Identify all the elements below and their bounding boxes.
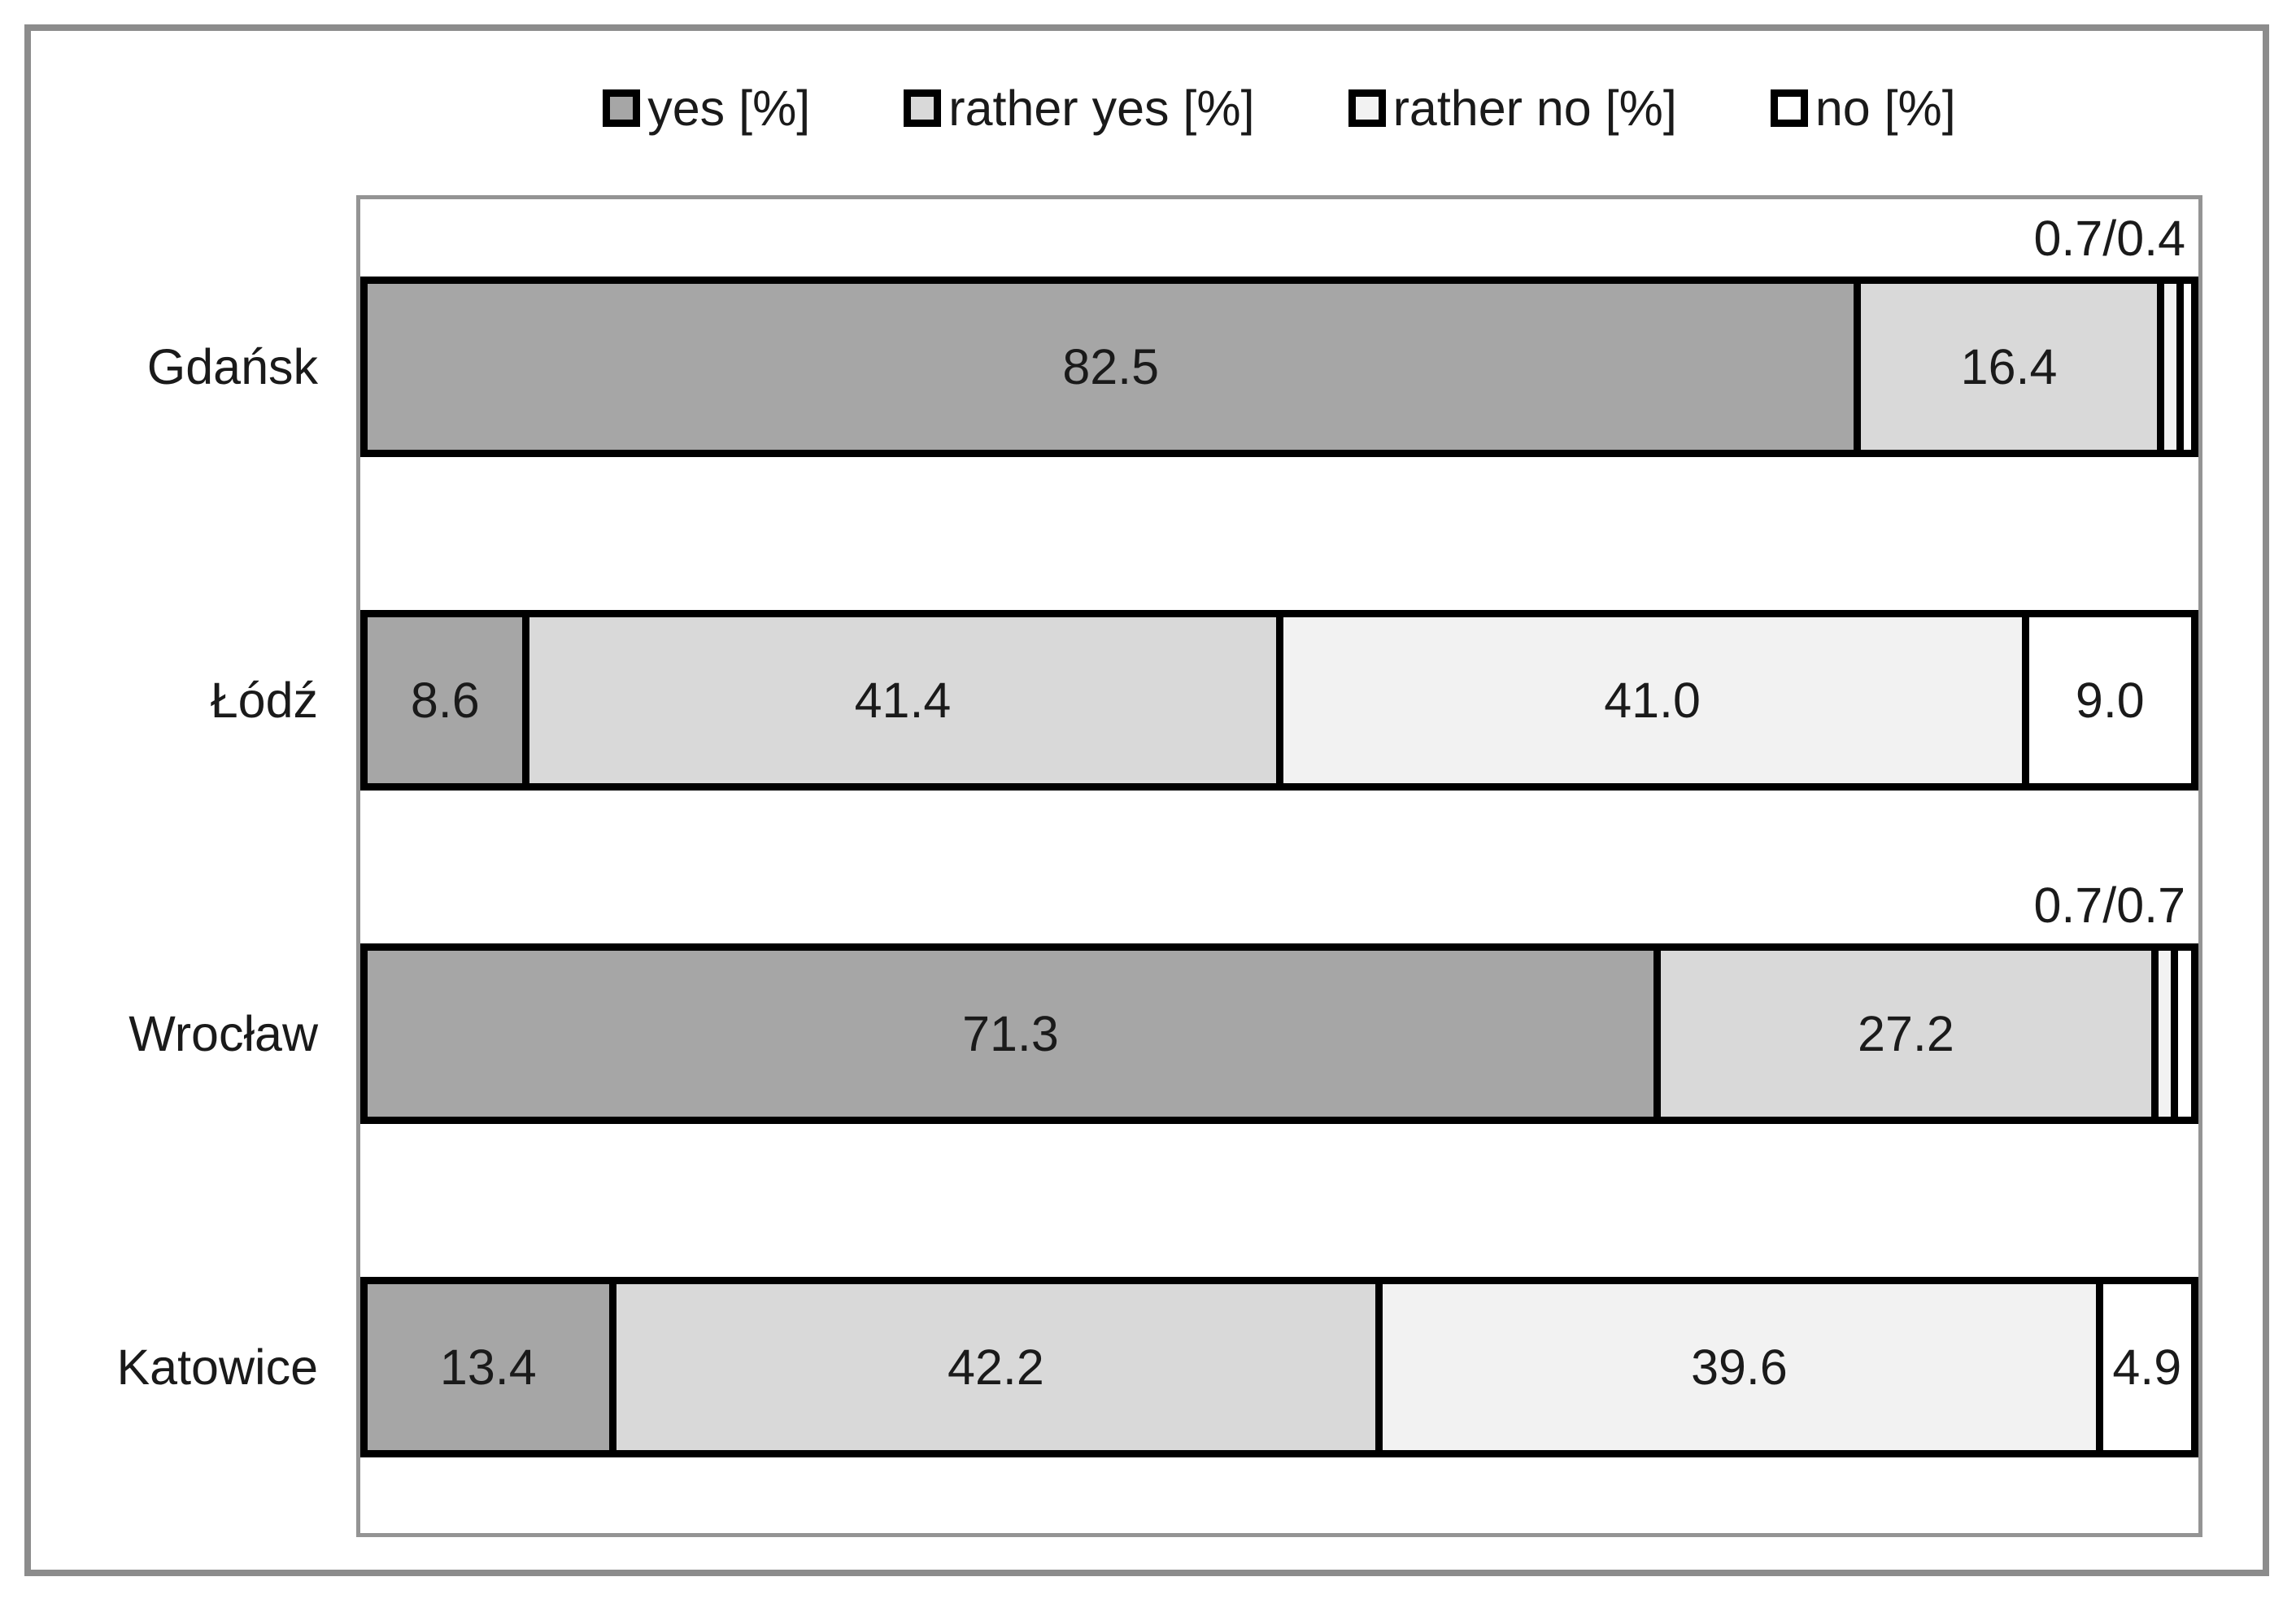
bar-segment-rather-yes: 16.4: [1861, 284, 2164, 450]
legend-label-rather-yes: rather yes [%]: [948, 81, 1255, 136]
legend-label-no: no [%]: [1815, 81, 1956, 136]
bar-segment-yes: 13.4: [368, 1284, 616, 1450]
category-label: Łódź: [210, 673, 318, 728]
bar-segment-rather-no: [2163, 284, 2185, 450]
segment-value: 27.2: [1858, 1006, 1954, 1061]
segment-value: 41.0: [1604, 673, 1701, 728]
bar-annotation: 0.7/0.4: [2033, 210, 2185, 266]
legend: yes [%] rather yes [%] rather no [%] no [%]: [356, 76, 2202, 141]
bar-segment-no: 4.9: [2102, 1284, 2191, 1450]
bar-row-1: Łódź 8.6 41.4 41.0 9.0: [211, 533, 2198, 866]
bar-segment-rather-no: 41.0: [1283, 617, 2029, 783]
yes-swatch-icon: [603, 89, 641, 127]
segment-value: 9.0: [2075, 673, 2145, 728]
segment-value: 71.3: [962, 1006, 1059, 1061]
segment-value: 42.2: [948, 1339, 1044, 1395]
bar-segment-rather-yes: 27.2: [1660, 951, 2159, 1117]
legend-item-yes: yes [%]: [603, 80, 810, 137]
segment-value: 8.6: [410, 673, 480, 728]
segment-value: 39.6: [1691, 1339, 1788, 1395]
no-swatch-icon: [1770, 89, 1808, 127]
bar-row-2: 0.7/0.7 Wrocław 71.3 27.2: [129, 866, 2198, 1200]
segment-value: 4.9: [2112, 1339, 2182, 1395]
bar-segment-rather-yes: 41.4: [529, 617, 1283, 783]
rather-yes-swatch-icon: [904, 89, 942, 127]
legend-label-rather-no: rather no [%]: [1392, 81, 1677, 136]
legend-item-rather-yes: rather yes [%]: [904, 80, 1255, 137]
legend-item-no: no [%]: [1770, 80, 1956, 137]
stacked-bar: 82.5 16.4: [360, 277, 2198, 457]
legend-label-yes: yes [%]: [647, 81, 811, 136]
segment-value: 13.4: [439, 1339, 537, 1395]
rather-no-swatch-icon: [1348, 89, 1386, 127]
stacked-bar: 71.3 27.2: [360, 943, 2198, 1124]
segment-value: 82.5: [1062, 339, 1160, 394]
bar-annotation: 0.7/0.7: [2033, 877, 2185, 933]
plot-area: 0.7/0.4 Gdańsk 82.5 16.4 Łódź 8.6 41.4 41.0 9.0 0…: [116, 195, 2202, 1537]
bar-segment-no: 9.0: [2028, 617, 2191, 783]
bar-segment-rather-no: [2158, 951, 2179, 1117]
legend-item-rather-no: rather no [%]: [1348, 80, 1677, 137]
stacked-bar: 13.4 42.2 39.6 4.9: [360, 1277, 2198, 1457]
bar-segment-rather-yes: 42.2: [616, 1284, 1383, 1450]
segment-value: 41.4: [854, 673, 952, 728]
segment-value: 16.4: [1960, 339, 2058, 394]
category-label: Katowice: [116, 1339, 318, 1395]
bar-segment-yes: 8.6: [368, 617, 530, 783]
bar-segment-yes: 82.5: [368, 284, 1862, 450]
bar-segment-no: [2184, 284, 2191, 450]
bar-segment-yes: 71.3: [368, 951, 1661, 1117]
bar-segment-rather-no: 39.6: [1383, 1284, 2103, 1450]
bar-segment-no: [2178, 951, 2191, 1117]
category-label: Wrocław: [129, 1006, 318, 1061]
chart-frame: yes [%] rather yes [%] rather no [%] no [%]…: [24, 24, 2269, 1576]
bar-row-3: Katowice 13.4 42.2 39.6 4.9: [116, 1200, 2198, 1533]
stacked-bar: 8.6 41.4 41.0 9.0: [360, 610, 2198, 791]
category-label: Gdańsk: [146, 339, 318, 394]
bar-row-0: 0.7/0.4 Gdańsk 82.5 16.4: [147, 199, 2198, 533]
